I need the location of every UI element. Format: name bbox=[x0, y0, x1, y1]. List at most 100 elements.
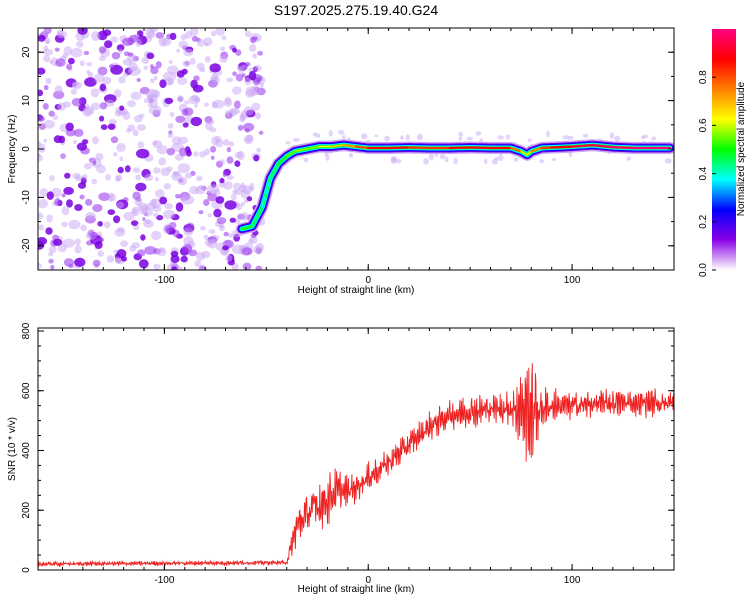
noise-speckle bbox=[181, 195, 195, 205]
ridge-speckle bbox=[562, 135, 570, 140]
noise-speckle bbox=[54, 85, 63, 94]
noise-speckle bbox=[130, 91, 142, 101]
noise-speckle bbox=[226, 156, 234, 164]
noise-speckle bbox=[234, 160, 241, 167]
noise-speckle bbox=[132, 167, 141, 173]
noise-speckle bbox=[48, 110, 55, 117]
noise-speckle bbox=[122, 111, 131, 120]
noise-speckle bbox=[222, 172, 227, 178]
noise-speckle bbox=[185, 149, 192, 157]
noise-speckle bbox=[80, 224, 87, 232]
ridge-speckle bbox=[400, 135, 404, 140]
noise-speckle bbox=[38, 35, 46, 42]
ridge-core bbox=[269, 162, 280, 179]
ridge-speckle bbox=[483, 158, 488, 164]
ridge-speckle bbox=[384, 135, 390, 142]
noise-speckle bbox=[232, 71, 238, 76]
ridge-speckle bbox=[651, 136, 657, 141]
noise-speckle bbox=[184, 100, 190, 105]
noise-speckle bbox=[219, 46, 226, 52]
noise-speckle bbox=[98, 56, 106, 61]
noise-speckle bbox=[171, 266, 178, 270]
ridge-speckle bbox=[546, 130, 550, 138]
noise-speckle bbox=[100, 124, 108, 130]
noise-speckle bbox=[61, 193, 66, 198]
noise-speckle bbox=[38, 154, 43, 162]
noise-speckle bbox=[54, 47, 60, 52]
noise-speckle bbox=[38, 67, 46, 75]
noise-speckle bbox=[118, 48, 123, 55]
ridge-speckle bbox=[328, 130, 333, 137]
noise-speckle bbox=[175, 194, 181, 199]
noise-speckle bbox=[63, 258, 74, 267]
noise-speckle bbox=[123, 51, 130, 56]
noise-speckle bbox=[93, 73, 105, 83]
noise-speckle bbox=[256, 147, 261, 153]
noise-speckle bbox=[49, 175, 55, 182]
noise-speckle bbox=[204, 238, 213, 247]
noise-speckle bbox=[110, 36, 118, 43]
noise-speckle bbox=[121, 37, 134, 47]
noise-speckle bbox=[73, 139, 77, 145]
noise-speckle bbox=[98, 192, 111, 201]
noise-speckle bbox=[234, 100, 241, 109]
noise-speckle bbox=[228, 233, 234, 238]
noise-speckle bbox=[45, 77, 52, 85]
noise-speckle bbox=[109, 64, 115, 69]
noise-speckle bbox=[39, 188, 48, 197]
ridge-core bbox=[277, 155, 288, 165]
noise-speckle bbox=[113, 215, 121, 224]
noise-speckle bbox=[159, 196, 168, 205]
noise-speckle bbox=[182, 244, 193, 253]
noise-speckle bbox=[210, 30, 217, 37]
noise-speckle bbox=[164, 203, 173, 210]
noise-speckle-layer bbox=[38, 28, 672, 270]
noise-speckle bbox=[169, 111, 175, 118]
noise-speckle bbox=[229, 217, 236, 223]
noise-speckle bbox=[170, 255, 180, 263]
noise-speckle bbox=[123, 211, 135, 221]
noise-speckle bbox=[189, 185, 200, 195]
noise-speckle bbox=[121, 255, 127, 262]
noise-speckle bbox=[177, 176, 188, 186]
ridge-speckle bbox=[428, 153, 434, 161]
noise-speckle bbox=[235, 73, 244, 82]
noise-speckle bbox=[155, 176, 159, 182]
noise-speckle bbox=[185, 30, 193, 39]
noise-speckle bbox=[102, 29, 112, 36]
noise-speckle bbox=[84, 77, 97, 87]
noise-speckle bbox=[137, 202, 149, 211]
ridge-speckle bbox=[390, 157, 397, 164]
y-tick-label: -10 bbox=[21, 190, 32, 205]
noise-speckle bbox=[235, 49, 242, 56]
ridge-core bbox=[530, 146, 543, 153]
noise-speckle bbox=[85, 198, 93, 206]
noise-speckle bbox=[168, 59, 173, 64]
colorbar-label: Normalized spectral amplitude bbox=[736, 81, 747, 216]
ridge-core bbox=[611, 146, 635, 150]
noise-speckle bbox=[63, 186, 74, 195]
noise-speckle bbox=[232, 86, 242, 95]
y-tick-label: 10 bbox=[21, 95, 32, 107]
noise-speckle bbox=[116, 142, 126, 152]
noise-speckle bbox=[244, 30, 252, 38]
ridge-speckle bbox=[439, 153, 446, 160]
spectrogram-y-ticks: -20 -10 0 10 20 bbox=[21, 27, 674, 271]
noise-speckle bbox=[74, 238, 81, 245]
noise-speckle bbox=[199, 151, 207, 158]
noise-speckle bbox=[198, 265, 207, 270]
ridge-speckle bbox=[285, 141, 291, 145]
noise-speckle bbox=[219, 223, 225, 229]
noise-speckle bbox=[120, 240, 129, 248]
noise-speckle bbox=[61, 221, 68, 228]
ridge-speckle bbox=[466, 136, 474, 141]
y-tick-label: -20 bbox=[21, 238, 32, 253]
noise-speckle bbox=[49, 59, 53, 64]
figure-title: S197.2025.275.19.40.G24 bbox=[274, 2, 438, 18]
noise-speckle bbox=[248, 238, 254, 244]
ridge-speckle bbox=[405, 134, 410, 141]
noise-speckle bbox=[182, 122, 189, 128]
ridge-speckle bbox=[303, 157, 309, 163]
noise-speckle bbox=[83, 50, 90, 56]
noise-speckle bbox=[74, 244, 82, 254]
